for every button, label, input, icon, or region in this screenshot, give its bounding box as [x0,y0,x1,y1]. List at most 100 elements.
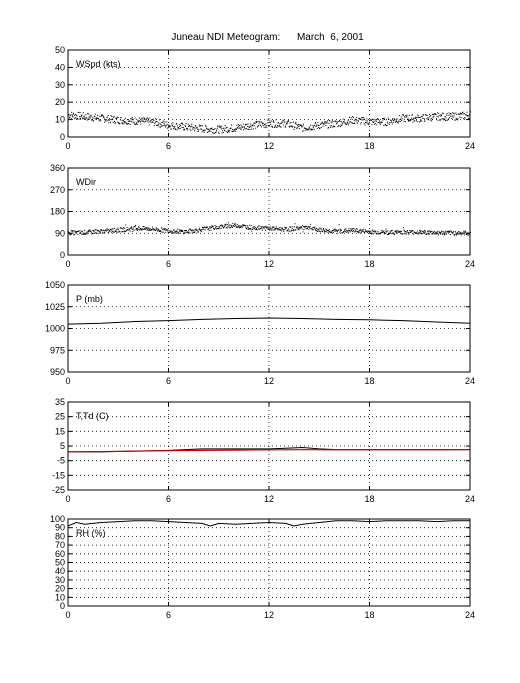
data-point [384,230,386,232]
data-point [301,228,303,230]
data-point [260,126,262,128]
data-point [182,230,184,232]
data-point [372,121,374,123]
data-point [185,231,187,233]
data-point [126,122,128,124]
data-point [71,114,73,116]
data-point [83,233,85,235]
data-point [110,231,112,233]
data-point [366,120,368,122]
data-point [175,128,177,130]
data-point [355,120,357,122]
data-point [435,232,437,234]
data-point [91,119,93,121]
data-point [94,113,96,115]
data-point [300,125,302,127]
data-point [340,124,342,126]
data-point [371,118,373,120]
data-point [147,227,149,229]
data-point [224,130,226,132]
data-point [185,123,187,125]
data-point [253,228,255,230]
data-point [364,118,366,120]
data-point [339,231,341,233]
data-point [329,120,331,122]
data-point [231,124,233,126]
data-point [467,115,469,117]
data-point [382,230,384,232]
data-point [178,232,180,234]
data-point [252,128,254,130]
data-point [331,125,333,127]
data-point [140,228,142,230]
data-point [211,127,213,129]
data-point [238,125,240,127]
data-point [218,225,220,227]
y-tick-label: 50 [55,45,65,55]
data-point [342,122,344,124]
data-point [217,125,219,127]
data-point [136,228,138,230]
data-point [289,230,291,232]
data-point [422,114,424,116]
data-point [116,118,118,120]
data-point [231,225,233,227]
data-point [149,228,151,230]
data-point [175,123,177,125]
data-point [377,118,379,120]
data-point [132,118,134,120]
data-point [109,117,111,119]
data-point [349,230,351,232]
data-point [328,122,330,124]
data-point [365,122,367,124]
data-point [188,124,190,126]
data-point [72,232,74,234]
data-point [101,229,103,231]
data-point [285,227,287,229]
data-point [405,114,407,116]
data-point [88,231,90,233]
data-point [400,233,402,235]
data-point [239,226,241,228]
data-point [160,124,162,125]
data-point [405,230,407,232]
data-point [124,121,126,123]
data-point [227,222,229,224]
data-point [356,228,358,230]
data-point [265,226,267,228]
data-point [279,126,281,128]
data-point [263,126,265,128]
data-point [82,233,84,235]
data-point [126,123,128,125]
data-point [413,117,415,119]
data-point [388,233,390,235]
data-point [291,229,293,231]
data-point [181,122,183,124]
data-point [149,120,151,122]
data-point [181,231,183,232]
data-point [139,229,141,231]
data-point [97,229,99,231]
data-point [336,229,338,231]
data-point [187,232,189,234]
data-point [449,117,451,119]
data-point [226,126,228,128]
data-point [435,114,437,116]
data-point [199,229,201,230]
data-point [416,116,418,118]
data-point [439,231,441,233]
data-point [159,122,161,124]
data-point [389,233,391,235]
data-point [144,121,146,122]
data-point [183,232,185,234]
data-point [74,233,76,235]
data-point [150,229,152,231]
data-point [113,116,115,118]
data-point [443,233,445,235]
data-point [141,120,143,122]
data-point [456,113,458,115]
data-point [233,225,235,227]
data-point [174,126,176,128]
data-point [195,125,197,127]
